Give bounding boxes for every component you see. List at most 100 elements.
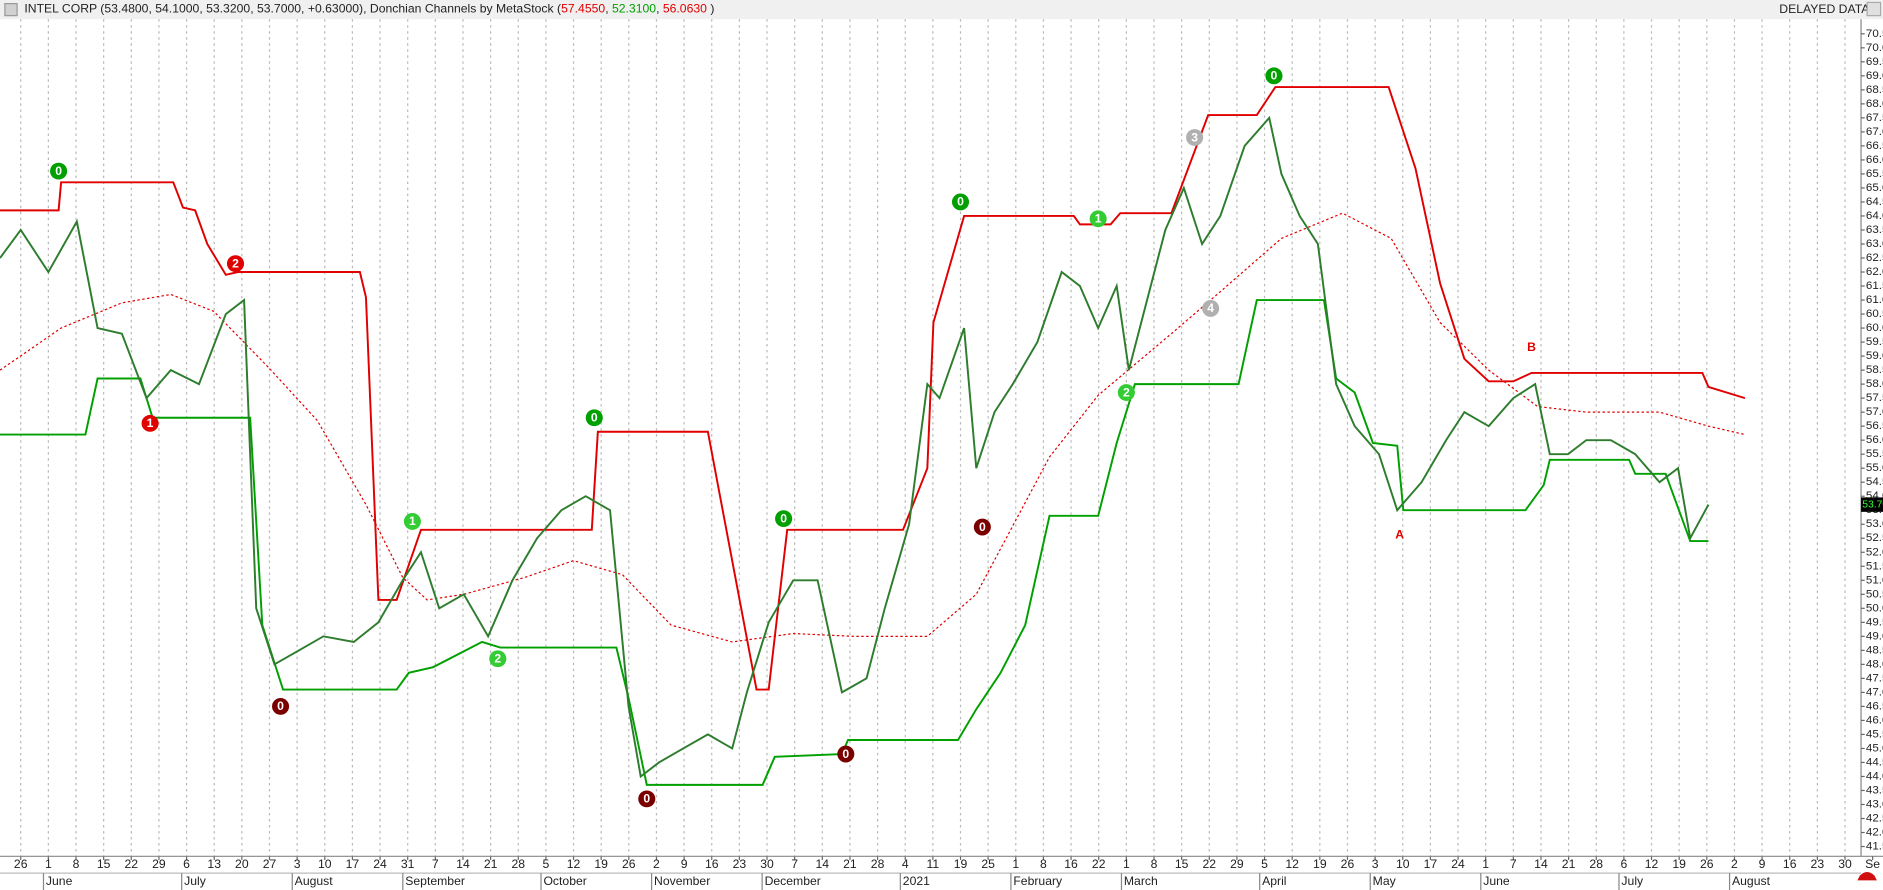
y-tick-label: 48.5 bbox=[1866, 644, 1883, 656]
title-part: 57.4550 bbox=[561, 2, 605, 16]
month-label: August bbox=[1732, 874, 1771, 888]
wave-marker bbox=[1265, 67, 1283, 85]
wave-label: 0 bbox=[979, 520, 986, 534]
wave-label: 0 bbox=[643, 792, 650, 806]
x-tick-label: 13 bbox=[207, 857, 221, 871]
wave-marker bbox=[837, 745, 855, 763]
x-tick-label: 26 bbox=[1341, 857, 1355, 871]
y-tick-label: 59.0 bbox=[1866, 350, 1883, 362]
last-price-box bbox=[1861, 497, 1883, 512]
x-tick-label: 25 bbox=[981, 857, 995, 871]
x-tick-label: 28 bbox=[871, 857, 885, 871]
y-tick-label: 55.5 bbox=[1866, 448, 1883, 460]
month-label: April bbox=[1262, 874, 1286, 888]
wave-marker bbox=[141, 414, 159, 432]
y-tick-label: 45.0 bbox=[1866, 743, 1883, 755]
x-tick-label: 20 bbox=[235, 857, 249, 871]
y-tick-label: 49.0 bbox=[1866, 630, 1883, 642]
x-tick-label: 26 bbox=[1700, 857, 1714, 871]
y-tick-label: 47.0 bbox=[1866, 686, 1883, 698]
wave-marker bbox=[489, 650, 507, 668]
x-tick-label: 23 bbox=[1811, 857, 1825, 871]
chart-title: INTEL CORP (53.4800, 54.1000, 53.3200, 5… bbox=[24, 2, 714, 16]
wave-label: 4 bbox=[1207, 301, 1214, 315]
month-label: August bbox=[295, 874, 334, 888]
y-tick-label: 46.5 bbox=[1866, 700, 1883, 712]
x-tick-label: 14 bbox=[456, 857, 470, 871]
x-tick-label: 28 bbox=[1589, 857, 1603, 871]
wave-label: 2 bbox=[494, 652, 501, 666]
series-line bbox=[0, 299, 1709, 786]
x-tick-label: 30 bbox=[1838, 857, 1852, 871]
month-label: July bbox=[184, 874, 207, 888]
wave-marker bbox=[638, 790, 656, 808]
x-tick-label: 29 bbox=[1230, 857, 1244, 871]
x-tick-label: 1 bbox=[45, 857, 52, 871]
x-tick-label: 14 bbox=[816, 857, 830, 871]
title-part: , bbox=[656, 2, 663, 16]
wave-label: A bbox=[1395, 528, 1404, 542]
y-tick-label: 67.0 bbox=[1866, 126, 1883, 138]
month-label: June bbox=[46, 874, 73, 888]
x-tick-label: 26 bbox=[622, 857, 636, 871]
y-tick-label: 50.5 bbox=[1866, 588, 1883, 600]
x-tick-label: 26 bbox=[14, 857, 28, 871]
x-tick-label: 15 bbox=[1175, 857, 1189, 871]
month-label: December bbox=[765, 874, 821, 888]
x-tick-label: 24 bbox=[1451, 857, 1465, 871]
y-tick-label: 62.0 bbox=[1866, 266, 1883, 278]
x-tick-label: 11 bbox=[927, 857, 940, 871]
wave-label: 0 bbox=[842, 747, 849, 761]
x-tick-label: 19 bbox=[1313, 857, 1327, 871]
title-part: INTEL CORP (53.4800, 54.1000, 53.3200, 5… bbox=[24, 2, 561, 16]
x-tick-label: 9 bbox=[1759, 857, 1766, 871]
x-tick-label: 2 bbox=[1731, 857, 1738, 871]
x-tick-label: 5 bbox=[1261, 857, 1268, 871]
wave-marker bbox=[50, 162, 68, 180]
x-tick-label: 7 bbox=[432, 857, 439, 871]
y-tick-label: 69.5 bbox=[1866, 56, 1883, 68]
y-tick-label: 54.5 bbox=[1866, 476, 1883, 488]
month-label: September bbox=[405, 874, 465, 888]
y-tick-label: 66.5 bbox=[1866, 140, 1883, 152]
y-tick-label: 49.5 bbox=[1866, 616, 1883, 628]
x-tick-label: 12 bbox=[567, 857, 581, 871]
x-tick-label: 27 bbox=[263, 857, 277, 871]
y-tick-label: 45.5 bbox=[1866, 728, 1883, 740]
month-label: July bbox=[1621, 874, 1644, 888]
x-tick-label: 16 bbox=[705, 857, 719, 871]
wave-marker bbox=[272, 697, 290, 715]
y-tick-label: 54.0 bbox=[1866, 490, 1883, 502]
x-tick-label: 8 bbox=[1040, 857, 1047, 871]
x-tick-label: Se bbox=[1865, 857, 1880, 871]
window-icon[interactable] bbox=[4, 3, 18, 17]
title-part: ) bbox=[707, 2, 714, 16]
title-part: , bbox=[605, 2, 612, 16]
title-part: 56.0630 bbox=[663, 2, 707, 16]
close-button[interactable] bbox=[1866, 1, 1882, 17]
x-tick-label: 31 bbox=[401, 857, 415, 871]
y-tick-label: 61.0 bbox=[1866, 294, 1883, 306]
y-tick-label: 56.0 bbox=[1866, 434, 1883, 446]
wave-label: 3 bbox=[1191, 130, 1198, 144]
y-tick-label: 51.0 bbox=[1866, 574, 1883, 586]
wave-label: 2 bbox=[232, 256, 239, 270]
month-label: June bbox=[1483, 874, 1510, 888]
y-tick-label: 47.5 bbox=[1866, 672, 1883, 684]
y-tick-label: 44.0 bbox=[1866, 771, 1883, 783]
x-tick-label: 7 bbox=[1510, 857, 1517, 871]
x-tick-label: 17 bbox=[346, 857, 360, 871]
y-tick-label: 60.0 bbox=[1866, 322, 1883, 334]
x-tick-label: 23 bbox=[733, 857, 747, 871]
y-tick-label: 59.5 bbox=[1866, 336, 1883, 348]
y-tick-label: 70.5 bbox=[1866, 28, 1883, 40]
x-tick-label: 28 bbox=[511, 857, 525, 871]
title-bar bbox=[0, 0, 1883, 20]
wave-label: B bbox=[1527, 340, 1536, 354]
wave-marker bbox=[973, 518, 991, 536]
x-tick-label: 16 bbox=[1064, 857, 1078, 871]
x-tick-label: 16 bbox=[1783, 857, 1797, 871]
x-tick-label: 10 bbox=[1396, 857, 1410, 871]
y-tick-label: 52.5 bbox=[1866, 532, 1883, 544]
wave-label: 1 bbox=[409, 514, 416, 528]
